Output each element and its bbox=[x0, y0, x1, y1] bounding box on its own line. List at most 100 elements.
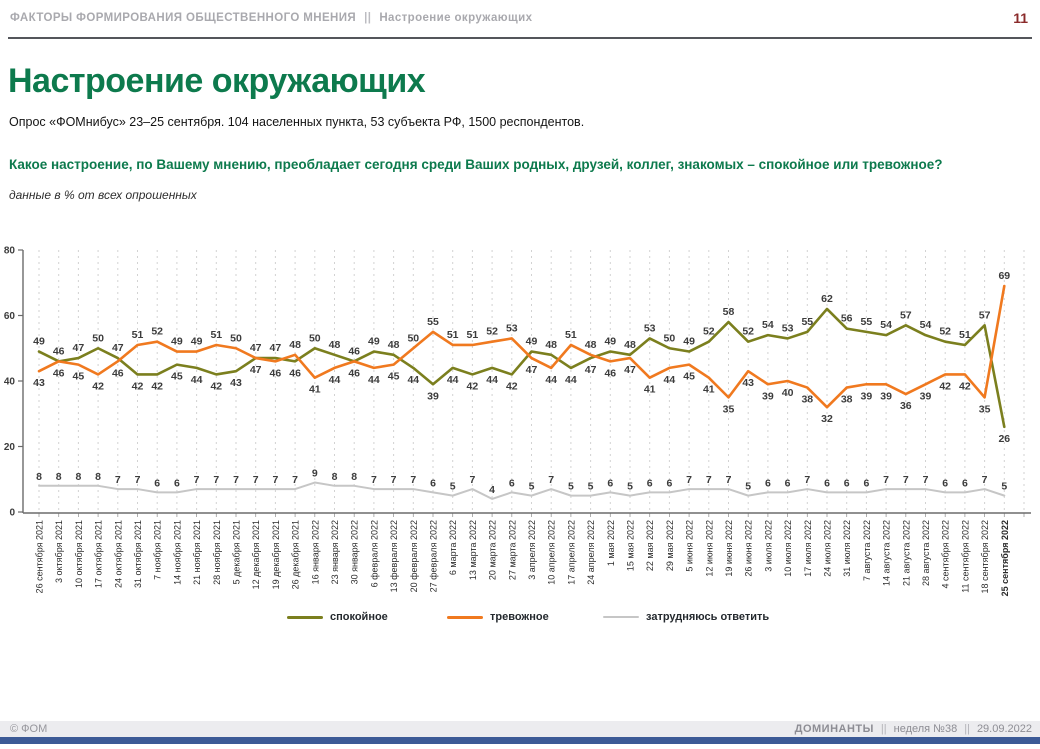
point-label-anxious: 42 bbox=[92, 380, 104, 392]
point-label-dk: 7 bbox=[982, 474, 988, 486]
point-label-anxious: 50 bbox=[230, 332, 242, 344]
point-label-calm: 44 bbox=[407, 374, 419, 386]
point-label-calm: 52 bbox=[703, 326, 715, 338]
chart-legend: спокойное тревожное затрудняюсь ответить bbox=[0, 611, 1040, 631]
page-header: ФАКТОРЫ ФОРМИРОВАНИЯ ОБЩЕСТВЕННОГО МНЕНИ… bbox=[10, 12, 1030, 24]
point-label-calm: 47 bbox=[250, 342, 262, 354]
point-label-anxious: 51 bbox=[132, 329, 144, 341]
point-label-anxious: 49 bbox=[171, 336, 183, 348]
point-label-anxious: 41 bbox=[309, 384, 321, 396]
x-axis-label: 22 мая 2022 bbox=[645, 520, 655, 571]
x-axis-label: 28 ноября 2021 bbox=[212, 520, 222, 585]
point-label-dk: 7 bbox=[410, 474, 416, 486]
point-label-anxious: 51 bbox=[210, 329, 222, 341]
point-label-calm: 47 bbox=[585, 364, 597, 376]
x-axis-label: 31 октября 2021 bbox=[133, 520, 143, 588]
x-axis-label: 24 июля 2022 bbox=[823, 520, 833, 577]
point-label-dk: 7 bbox=[469, 474, 475, 486]
point-label-calm: 57 bbox=[900, 309, 912, 321]
point-label-calm: 55 bbox=[861, 316, 873, 328]
point-label-calm: 50 bbox=[92, 332, 104, 344]
point-label-anxious: 35 bbox=[979, 403, 991, 415]
x-axis-label: 6 февраля 2022 bbox=[369, 520, 379, 587]
point-label-calm: 42 bbox=[151, 380, 163, 392]
point-label-anxious: 39 bbox=[920, 390, 932, 402]
point-label-dk: 5 bbox=[745, 481, 751, 493]
y-tick-label: 0 bbox=[9, 508, 15, 519]
x-axis-label: 13 марта 2022 bbox=[468, 520, 478, 580]
x-axis-label: 18 сентября 2022 bbox=[980, 520, 990, 593]
footer-date: 29.09.2022 bbox=[976, 723, 1032, 735]
point-label-anxious: 45 bbox=[73, 371, 85, 383]
point-label-dk: 8 bbox=[351, 471, 357, 483]
point-label-anxious: 46 bbox=[270, 367, 282, 379]
point-label-anxious: 40 bbox=[782, 387, 794, 399]
series-line-1 bbox=[37, 284, 1006, 409]
legend-item-anxious: тревожное bbox=[447, 611, 549, 623]
point-label-calm: 58 bbox=[723, 306, 735, 318]
point-label-anxious: 48 bbox=[585, 339, 597, 351]
point-label-dk: 6 bbox=[863, 477, 869, 489]
point-label-dk: 7 bbox=[804, 474, 810, 486]
point-label-calm: 45 bbox=[171, 371, 183, 383]
y-tick-label: 40 bbox=[4, 377, 16, 388]
x-axis-label: 26 сентября 2021 bbox=[35, 520, 45, 593]
legend-item-dk: затрудняюсь ответить bbox=[603, 611, 769, 623]
anxious-line-swatch bbox=[447, 615, 483, 619]
point-label-calm: 54 bbox=[762, 319, 774, 331]
point-label-dk: 8 bbox=[75, 471, 81, 483]
point-label-calm: 50 bbox=[309, 332, 321, 344]
point-label-calm: 49 bbox=[526, 336, 538, 348]
point-label-anxious: 38 bbox=[801, 394, 813, 406]
point-label-anxious: 46 bbox=[604, 367, 616, 379]
footer-separator: || bbox=[964, 723, 970, 735]
x-axis-label: 21 августа 2022 bbox=[901, 520, 911, 586]
point-label-dk: 6 bbox=[942, 477, 948, 489]
point-label-calm: 55 bbox=[801, 316, 813, 328]
footer-meta: ДОМИНАНТЫ || неделя №38 || 29.09.2022 bbox=[795, 723, 1032, 735]
point-label-calm: 48 bbox=[388, 339, 400, 351]
point-label-calm: 49 bbox=[683, 336, 695, 348]
point-label-calm: 44 bbox=[191, 374, 203, 386]
point-label-calm: 46 bbox=[348, 345, 360, 357]
dk-line-swatch bbox=[603, 616, 639, 618]
footer-week: неделя №38 bbox=[893, 723, 958, 735]
point-label-dk: 6 bbox=[765, 477, 771, 489]
x-axis-label: 10 апреля 2022 bbox=[547, 520, 557, 585]
x-axis-label: 7 ноября 2021 bbox=[153, 520, 163, 580]
point-label-dk: 7 bbox=[391, 474, 397, 486]
point-label-dk: 6 bbox=[647, 477, 653, 489]
x-axis-label: 19 декабря 2021 bbox=[271, 520, 281, 589]
page-title: Настроение окружающих bbox=[8, 62, 426, 100]
x-axis-label: 26 декабря 2021 bbox=[291, 520, 301, 589]
point-label-calm: 43 bbox=[230, 377, 242, 389]
survey-subtitle: Опрос «ФОМнибус» 23–25 сентября. 104 нас… bbox=[9, 115, 585, 129]
point-label-calm: 42 bbox=[132, 380, 144, 392]
x-axis-label: 24 апреля 2022 bbox=[586, 520, 596, 585]
x-axis-label: 25 сентября 2022 bbox=[1000, 520, 1010, 596]
point-label-dk: 6 bbox=[844, 477, 850, 489]
point-label-dk: 7 bbox=[923, 474, 929, 486]
point-label-dk: 8 bbox=[56, 471, 62, 483]
point-label-calm: 39 bbox=[427, 390, 439, 402]
point-label-dk: 7 bbox=[272, 474, 278, 486]
x-axis-label: 21 ноября 2021 bbox=[192, 520, 202, 585]
point-label-dk: 7 bbox=[194, 474, 200, 486]
x-axis-label: 17 апреля 2022 bbox=[566, 520, 576, 585]
point-label-dk: 8 bbox=[332, 471, 338, 483]
x-axis-label: 14 августа 2022 bbox=[882, 520, 892, 586]
point-label-anxious: 48 bbox=[289, 339, 301, 351]
x-axis-label: 17 октября 2021 bbox=[94, 520, 104, 588]
point-label-anxious: 51 bbox=[447, 329, 459, 341]
x-axis-label: 28 августа 2022 bbox=[921, 520, 931, 586]
point-label-calm: 47 bbox=[112, 342, 124, 354]
point-label-anxious: 39 bbox=[762, 390, 774, 402]
point-label-anxious: 47 bbox=[526, 364, 538, 376]
point-label-dk: 5 bbox=[568, 481, 574, 493]
series-line-2 bbox=[38, 481, 1006, 500]
point-label-calm: 44 bbox=[486, 374, 498, 386]
point-label-anxious: 46 bbox=[348, 367, 360, 379]
point-label-anxious: 51 bbox=[467, 329, 479, 341]
x-axis-label: 10 июля 2022 bbox=[783, 520, 793, 577]
point-label-calm: 53 bbox=[782, 322, 794, 334]
